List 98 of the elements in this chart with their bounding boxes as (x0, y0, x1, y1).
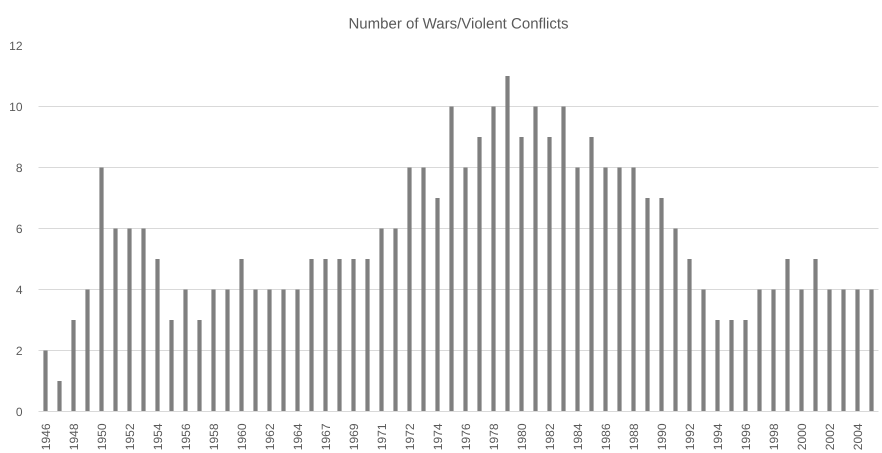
bar (99, 168, 104, 412)
bar (519, 137, 524, 412)
bar (155, 259, 160, 412)
x-tick-label: 1974 (431, 423, 445, 450)
x-tick-label: 1950 (95, 423, 109, 450)
x-tick-label: 1964 (291, 423, 305, 450)
bar (561, 106, 566, 412)
x-tick-label: 1976 (459, 423, 473, 450)
bar (323, 259, 328, 412)
x-tick-label: 1978 (487, 423, 501, 450)
bar (771, 290, 776, 412)
bar (309, 259, 314, 412)
x-tick-label: 1969 (347, 423, 361, 450)
x-tick-label: 1962 (263, 423, 277, 450)
bar (449, 106, 454, 412)
bar (267, 290, 272, 412)
bar (225, 290, 230, 412)
x-tick-label: 1946 (39, 423, 53, 450)
y-tick-label: 10 (9, 100, 23, 114)
bar (239, 259, 244, 412)
bar (351, 259, 356, 412)
bar (365, 259, 370, 412)
bar (757, 290, 762, 412)
bar (463, 168, 468, 412)
bar (127, 228, 132, 412)
bar (141, 228, 146, 412)
x-tick-label: 1988 (627, 423, 641, 450)
bar (659, 198, 664, 412)
bar (435, 198, 440, 412)
x-tick-label: 1982 (543, 423, 557, 450)
bar (547, 137, 552, 412)
bar (407, 168, 412, 412)
bar (491, 106, 496, 412)
bar (785, 259, 790, 412)
y-tick-label: 2 (16, 344, 23, 358)
bar (85, 290, 90, 412)
bar (295, 290, 300, 412)
bar (631, 168, 636, 412)
x-tick-label: 1960 (235, 423, 249, 450)
x-tick-label: 2000 (795, 423, 809, 450)
x-tick-label: 1980 (515, 423, 529, 450)
bar (183, 290, 188, 412)
bar (589, 137, 594, 412)
bar (645, 198, 650, 412)
y-tick-label: 0 (16, 405, 23, 419)
bar (603, 168, 608, 412)
x-tick-label: 1996 (739, 423, 753, 450)
bar (673, 228, 678, 412)
x-tick-label: 1948 (67, 423, 81, 450)
x-tick-label: 1971 (375, 423, 389, 450)
bar (869, 290, 874, 412)
x-tick-label: 1984 (571, 423, 585, 450)
bar (113, 228, 118, 412)
y-tick-label: 4 (16, 283, 23, 297)
x-tick-label: 1967 (319, 423, 333, 450)
bar (855, 290, 860, 412)
bar (729, 320, 734, 412)
x-tick-label: 1990 (655, 423, 669, 450)
bar (477, 137, 482, 412)
x-tick-label: 1986 (599, 423, 613, 450)
bar (253, 290, 258, 412)
bar (43, 350, 48, 412)
bar (71, 320, 76, 412)
bar (281, 290, 286, 412)
bar (617, 168, 622, 412)
bar (421, 168, 426, 412)
bar (379, 228, 384, 412)
y-tick-label: 6 (16, 222, 23, 236)
bar (743, 320, 748, 412)
bar (533, 106, 538, 412)
x-tick-label: 1972 (403, 423, 417, 450)
x-tick-label: 2002 (823, 423, 837, 450)
bar (841, 290, 846, 412)
bar (393, 228, 398, 412)
x-tick-label: 1956 (179, 423, 193, 450)
bar (505, 76, 510, 412)
x-tick-label: 1954 (151, 423, 165, 450)
bar (827, 290, 832, 412)
bar (197, 320, 202, 412)
bar (687, 259, 692, 412)
bar (337, 259, 342, 412)
bar (575, 168, 580, 412)
x-tick-label: 1958 (207, 423, 221, 450)
bar (799, 290, 804, 412)
x-tick-label: 2004 (851, 423, 865, 450)
bar (211, 290, 216, 412)
bar (701, 290, 706, 412)
x-tick-label: 1994 (711, 423, 725, 450)
x-tick-label: 1952 (123, 423, 137, 450)
x-tick-label: 1998 (767, 423, 781, 450)
bar (57, 381, 62, 412)
y-tick-label: 8 (16, 161, 23, 175)
y-tick-label: 12 (9, 39, 23, 53)
bar (715, 320, 720, 412)
x-tick-label: 1992 (683, 423, 697, 450)
bar (813, 259, 818, 412)
chart-title: Number of Wars/Violent Conflicts (348, 16, 569, 32)
bar (169, 320, 174, 412)
